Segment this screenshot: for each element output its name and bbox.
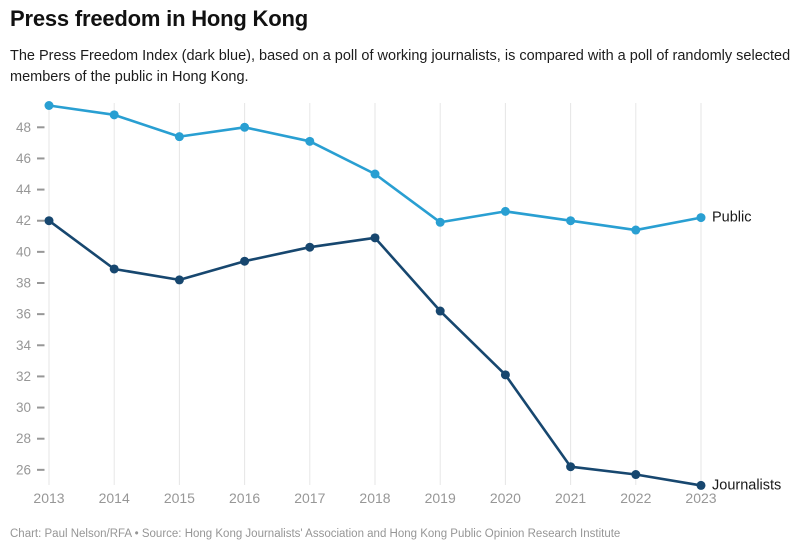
x-tick-label-2015: 2015 <box>164 490 195 506</box>
chart-title: Press freedom in Hong Kong <box>10 6 308 31</box>
data-point-journalists-2019[interactable] <box>435 306 445 316</box>
data-point-public-2020[interactable] <box>500 206 510 216</box>
data-point-journalists-2023[interactable] <box>696 480 706 490</box>
y-tick-label-30: 30 <box>16 400 31 415</box>
y-tick-label-38: 38 <box>16 276 31 291</box>
x-tick-label-2018: 2018 <box>359 490 390 506</box>
x-tick-label-2021: 2021 <box>555 490 586 506</box>
series-label-journalists: Journalists <box>712 477 781 493</box>
data-point-journalists-2014[interactable] <box>109 264 119 274</box>
data-point-public-2016[interactable] <box>240 122 250 132</box>
chart-subtitle: The Press Freedom Index (dark blue), bas… <box>10 48 791 85</box>
data-point-journalists-2020[interactable] <box>500 370 510 380</box>
data-point-public-2015[interactable] <box>174 132 184 142</box>
data-point-public-2022[interactable] <box>631 225 641 235</box>
data-point-journalists-2017[interactable] <box>305 242 315 252</box>
data-point-public-2018[interactable] <box>370 169 380 179</box>
y-tick-label-44: 44 <box>16 182 32 197</box>
data-point-journalists-2016[interactable] <box>240 256 250 266</box>
series-label-public: Public <box>712 210 752 226</box>
data-point-journalists-2015[interactable] <box>174 275 184 285</box>
y-tick-label-42: 42 <box>16 213 31 228</box>
y-tick-label-26: 26 <box>16 462 31 477</box>
y-tick-label-48: 48 <box>16 120 31 135</box>
data-point-journalists-2022[interactable] <box>631 470 641 480</box>
x-tick-label-2022: 2022 <box>620 490 651 506</box>
chart-footer: Chart: Paul Nelson/RFA • Source: Hong Ko… <box>10 528 621 540</box>
data-point-public-2014[interactable] <box>109 110 119 120</box>
y-tick-label-36: 36 <box>16 307 31 322</box>
y-tick-label-34: 34 <box>16 338 32 353</box>
data-point-public-2019[interactable] <box>435 217 445 227</box>
data-point-public-2023[interactable] <box>696 213 706 223</box>
x-tick-label-2014: 2014 <box>99 490 130 506</box>
data-point-journalists-2013[interactable] <box>44 216 54 226</box>
x-tick-label-2013: 2013 <box>33 490 64 506</box>
x-tick-label-2017: 2017 <box>294 490 325 506</box>
data-point-journalists-2021[interactable] <box>566 462 576 472</box>
x-tick-label-2016: 2016 <box>229 490 260 506</box>
data-point-public-2021[interactable] <box>566 216 576 226</box>
y-tick-label-28: 28 <box>16 431 31 446</box>
line-chart: 2013 2014 2015 2016 2017 2018 2019 2020 2021 2022… <box>16 101 781 506</box>
data-point-public-2013[interactable] <box>44 101 54 111</box>
y-tick-label-46: 46 <box>16 151 31 166</box>
data-point-journalists-2018[interactable] <box>370 233 380 243</box>
y-tick-label-40: 40 <box>16 244 31 259</box>
x-tick-label-2023: 2023 <box>685 490 716 506</box>
x-tick-label-2020: 2020 <box>490 490 521 506</box>
data-point-public-2017[interactable] <box>305 136 315 146</box>
x-tick-label-2019: 2019 <box>425 490 456 506</box>
y-tick-label-32: 32 <box>16 369 31 384</box>
